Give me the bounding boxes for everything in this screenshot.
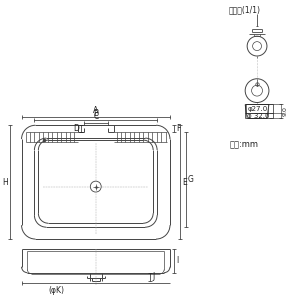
Text: H: H <box>2 178 8 187</box>
Text: ゴム正(1/1): ゴム正(1/1) <box>228 5 260 14</box>
Text: G: G <box>188 175 194 184</box>
Text: J: J <box>152 272 154 281</box>
Text: (φK): (φK) <box>48 286 64 295</box>
Text: D: D <box>73 124 79 133</box>
Text: C: C <box>93 112 98 121</box>
Text: A: A <box>93 106 98 116</box>
Text: E: E <box>182 178 187 187</box>
Text: B: B <box>93 109 98 118</box>
Text: 単位:mm: 単位:mm <box>230 141 259 150</box>
Text: 9.0: 9.0 <box>283 106 288 116</box>
Text: φ 32.0: φ 32.0 <box>247 113 270 119</box>
Text: I: I <box>176 256 178 265</box>
Text: F: F <box>176 124 180 133</box>
Text: φ27.0: φ27.0 <box>247 106 267 112</box>
